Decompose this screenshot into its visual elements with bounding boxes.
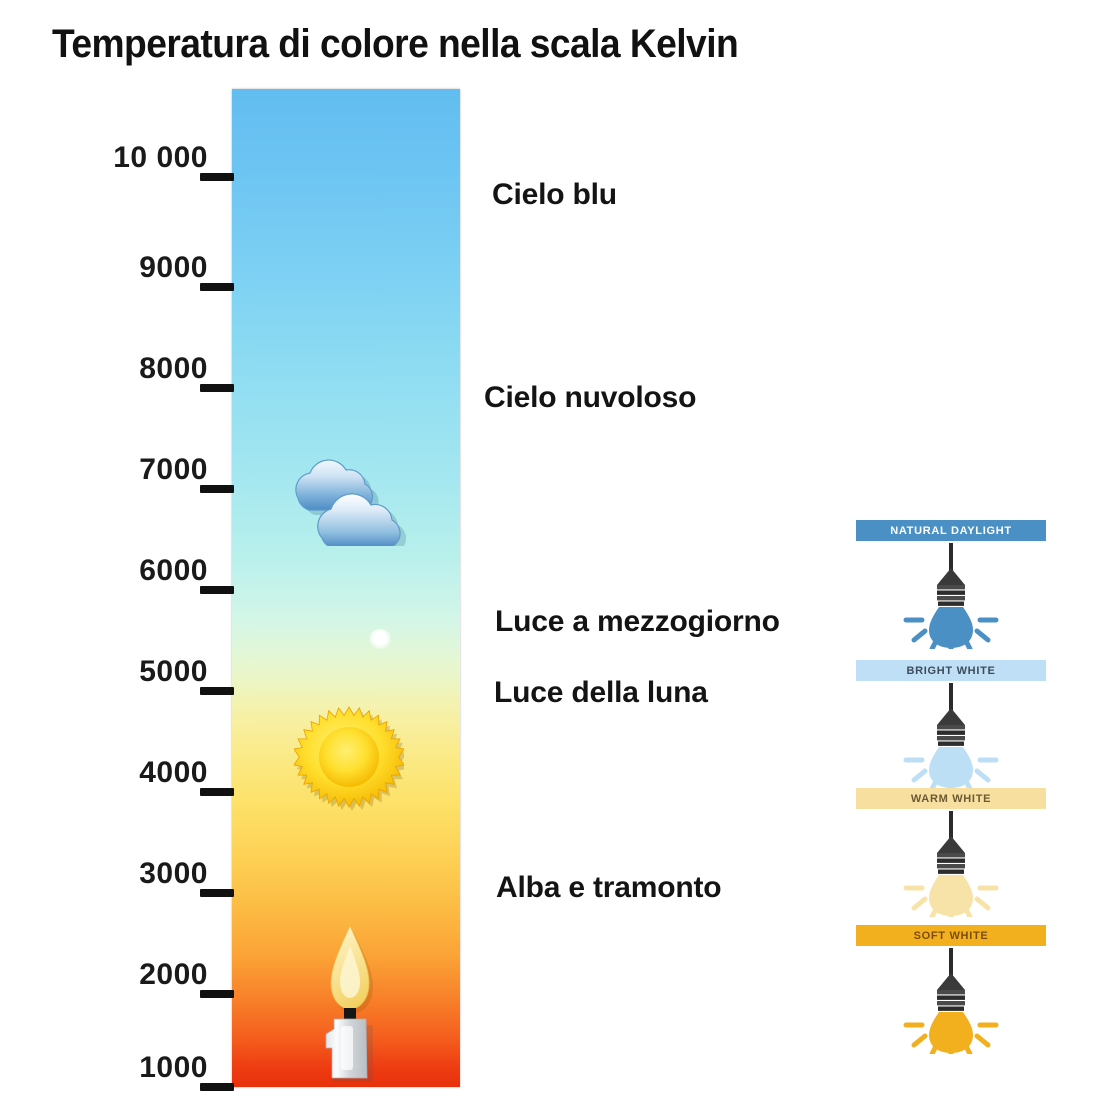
annotation-label-luce-a-mezzogiorno: Luce a mezzogiorno xyxy=(495,605,780,638)
light-bulb-icon xyxy=(903,683,999,789)
kelvin-scale-axis: 10 000 9000 8000 7000 6000 5000 4000 30 xyxy=(0,0,234,1100)
bulb-illustration-wrap xyxy=(856,541,1046,651)
cloud-icon xyxy=(295,459,407,546)
legend-bar-label: WARM WHITE xyxy=(910,792,992,805)
scale-tick-label: 6000 xyxy=(139,554,208,587)
kelvin-gradient-bar xyxy=(232,89,460,1087)
light-bulb-icon xyxy=(903,811,999,917)
scale-tick-mark xyxy=(200,173,234,181)
bulb-legend-panels: NATURAL DAYLIGHT xyxy=(856,520,1046,1080)
scale-tick-label: 10 000 xyxy=(113,141,208,174)
bulb-illustration-wrap xyxy=(856,809,1046,919)
scale-tick-label: 1000 xyxy=(139,1051,208,1084)
kelvin-bar-contents xyxy=(232,89,460,1087)
annotation-label-alba-e-tramonto: Alba e tramonto xyxy=(496,871,722,904)
scale-tick-mark xyxy=(200,586,234,594)
legend-bar-label: BRIGHT WHITE xyxy=(906,664,996,677)
bulb-illustration-wrap xyxy=(856,681,1046,791)
bulb-illustration-wrap xyxy=(856,946,1046,1056)
sun-icon xyxy=(294,706,404,811)
legend-bar: WARM WHITE xyxy=(856,788,1046,809)
legend-panel-soft-white[interactable]: SOFT WHITE xyxy=(856,925,1046,1056)
candle-icon xyxy=(325,925,373,1082)
page-title: Temperatura di colore nella scala Kelvin xyxy=(52,22,739,66)
legend-bar: SOFT WHITE xyxy=(856,925,1046,946)
scale-tick-mark xyxy=(200,283,234,291)
scale-tick-mark xyxy=(200,1083,234,1091)
scale-tick-mark xyxy=(200,889,234,897)
legend-bar: BRIGHT WHITE xyxy=(856,660,1046,681)
light-bulb-icon xyxy=(903,948,999,1054)
legend-panel-bright-white[interactable]: BRIGHT WHITE xyxy=(856,660,1046,791)
legend-bar: NATURAL DAYLIGHT xyxy=(856,520,1046,541)
legend-panel-warm-white[interactable]: WARM WHITE xyxy=(856,788,1046,919)
scale-tick-mark xyxy=(200,990,234,998)
legend-bar-label: NATURAL DAYLIGHT xyxy=(890,524,1012,537)
scale-tick-label: 7000 xyxy=(139,453,208,486)
scale-tick-label: 5000 xyxy=(139,655,208,688)
light-bulb-icon xyxy=(903,543,999,649)
scale-tick-mark xyxy=(200,788,234,796)
annotation-label-luce-della-luna: Luce della luna xyxy=(494,676,708,709)
scale-tick-label: 9000 xyxy=(139,251,208,284)
moon-icon xyxy=(369,629,391,649)
scale-tick-label: 2000 xyxy=(139,958,208,991)
scale-tick-mark xyxy=(200,485,234,493)
legend-bar-label: SOFT WHITE xyxy=(913,929,989,942)
scale-tick-mark xyxy=(200,687,234,695)
scale-tick-label: 4000 xyxy=(139,756,208,789)
scale-tick-label: 8000 xyxy=(139,352,208,385)
scale-tick-mark xyxy=(200,384,234,392)
scale-tick-label: 3000 xyxy=(139,857,208,890)
annotation-label-cielo-blu: Cielo blu xyxy=(492,178,617,211)
annotation-label-cielo-nuvoloso: Cielo nuvoloso xyxy=(484,381,697,414)
legend-panel-natural-daylight[interactable]: NATURAL DAYLIGHT xyxy=(856,520,1046,651)
